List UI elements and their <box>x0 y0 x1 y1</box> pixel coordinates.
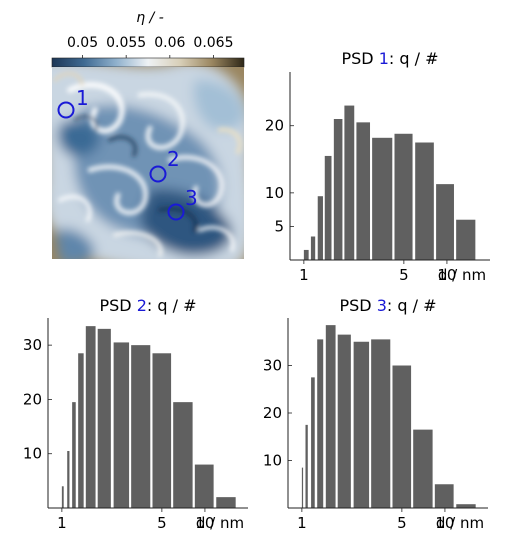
y-tick-label: 20 <box>23 390 42 408</box>
chart-title: PSD 1: q / # <box>341 49 438 68</box>
psd-bar <box>456 219 476 260</box>
psd-bar <box>216 497 236 508</box>
psd-bar <box>353 341 370 508</box>
marker-label-2: 2 <box>167 147 180 171</box>
psd-bar <box>413 429 433 508</box>
psd-bar <box>325 325 336 508</box>
y-tick-label: 30 <box>263 357 282 375</box>
psd-bar <box>194 464 214 508</box>
x-tick-label: 1 <box>297 514 307 532</box>
psd-bar <box>356 122 371 260</box>
y-tick-label: 10 <box>265 184 284 202</box>
x-tick-label: 5 <box>157 514 167 532</box>
psd-bar <box>434 484 454 508</box>
y-tick-label: 5 <box>274 217 284 235</box>
colorbar-tick-labels: 0.05 0.055 0.06 0.065 <box>67 35 234 58</box>
y-tick-label: 20 <box>265 117 284 135</box>
x-tick-label: 5 <box>397 514 407 532</box>
marker-circle-2 <box>149 165 167 183</box>
psd-bar <box>305 424 308 508</box>
colorbar-label: η / - <box>136 10 164 26</box>
map-swirls <box>53 71 243 257</box>
chart-title-part: : q / # <box>147 296 197 315</box>
y-tick-label: 10 <box>263 452 282 470</box>
x-tick-label: 1 <box>299 266 309 284</box>
y-tick-label: 30 <box>23 336 42 354</box>
psd-bar <box>67 451 70 508</box>
psd-bar <box>72 402 76 508</box>
psd-bar <box>310 236 316 260</box>
psd-bar <box>344 105 355 260</box>
psd-bar <box>436 184 454 260</box>
psd-bar <box>371 339 391 508</box>
x-axis-label: d / nm <box>436 514 484 532</box>
colorbar-tick-label: 0.065 <box>193 35 233 51</box>
psd-bar <box>456 504 476 508</box>
y-tick-label: 20 <box>263 404 282 422</box>
x-tick-label: 1 <box>57 514 67 532</box>
chart-title-part: PSD <box>99 296 136 315</box>
psd-bar <box>333 119 343 260</box>
psd-bar <box>317 339 324 508</box>
chart-title-part: : q / # <box>389 49 439 68</box>
chart-title-part: PSD <box>339 296 376 315</box>
psd-bar <box>415 142 434 260</box>
psd-bar <box>61 486 64 508</box>
x-axis-label: d / nm <box>438 266 486 284</box>
chart-title-part: 2 <box>137 296 147 315</box>
marker-label-3: 3 <box>185 186 198 210</box>
chart-title: PSD 3: q / # <box>339 296 436 315</box>
x-axis-label: d / nm <box>196 514 244 532</box>
psd-bar <box>394 133 413 260</box>
marker-circle-3 <box>167 203 185 221</box>
psd-bar <box>303 249 309 260</box>
colorbar-tick-label: 0.05 <box>67 35 98 51</box>
psd-bar <box>78 353 84 508</box>
map-markers: 1 2 3 <box>57 86 198 221</box>
psd-bar <box>372 137 393 260</box>
psd-bar <box>85 326 96 508</box>
psd-bar <box>392 365 412 508</box>
psd-bar <box>113 342 130 508</box>
chart-title-part: PSD <box>341 49 378 68</box>
x-tick-label: 5 <box>399 266 409 284</box>
colorbar: η / - 0.05 0.055 0.06 0.065 <box>51 10 245 68</box>
colorbar-tick-label: 0.055 <box>106 35 146 51</box>
field-map: 1 2 3 <box>52 67 244 259</box>
psd-bar <box>337 334 351 508</box>
marker-circle-1 <box>57 101 75 119</box>
psd-bar <box>131 345 151 508</box>
chart-title: PSD 2: q / # <box>99 296 196 315</box>
psd-bar <box>173 402 193 508</box>
psd-bar <box>152 353 172 508</box>
y-tick-label: 10 <box>23 445 42 463</box>
x-tick-label: 10 <box>195 514 214 532</box>
x-tick-label: 10 <box>437 266 456 284</box>
psd-bar <box>324 155 332 260</box>
psd-bar <box>317 196 323 260</box>
chart-title-part: 1 <box>379 49 389 68</box>
chart-title-part: : q / # <box>387 296 437 315</box>
psd-bar <box>311 377 315 508</box>
chart-title-part: 3 <box>377 296 387 315</box>
psd-bar <box>97 328 111 508</box>
psd-bar <box>301 467 304 508</box>
colorbar-scale <box>51 57 245 68</box>
marker-label-1: 1 <box>76 86 89 110</box>
x-tick-label: 10 <box>435 514 454 532</box>
colorbar-tick-label: 0.06 <box>154 35 185 51</box>
